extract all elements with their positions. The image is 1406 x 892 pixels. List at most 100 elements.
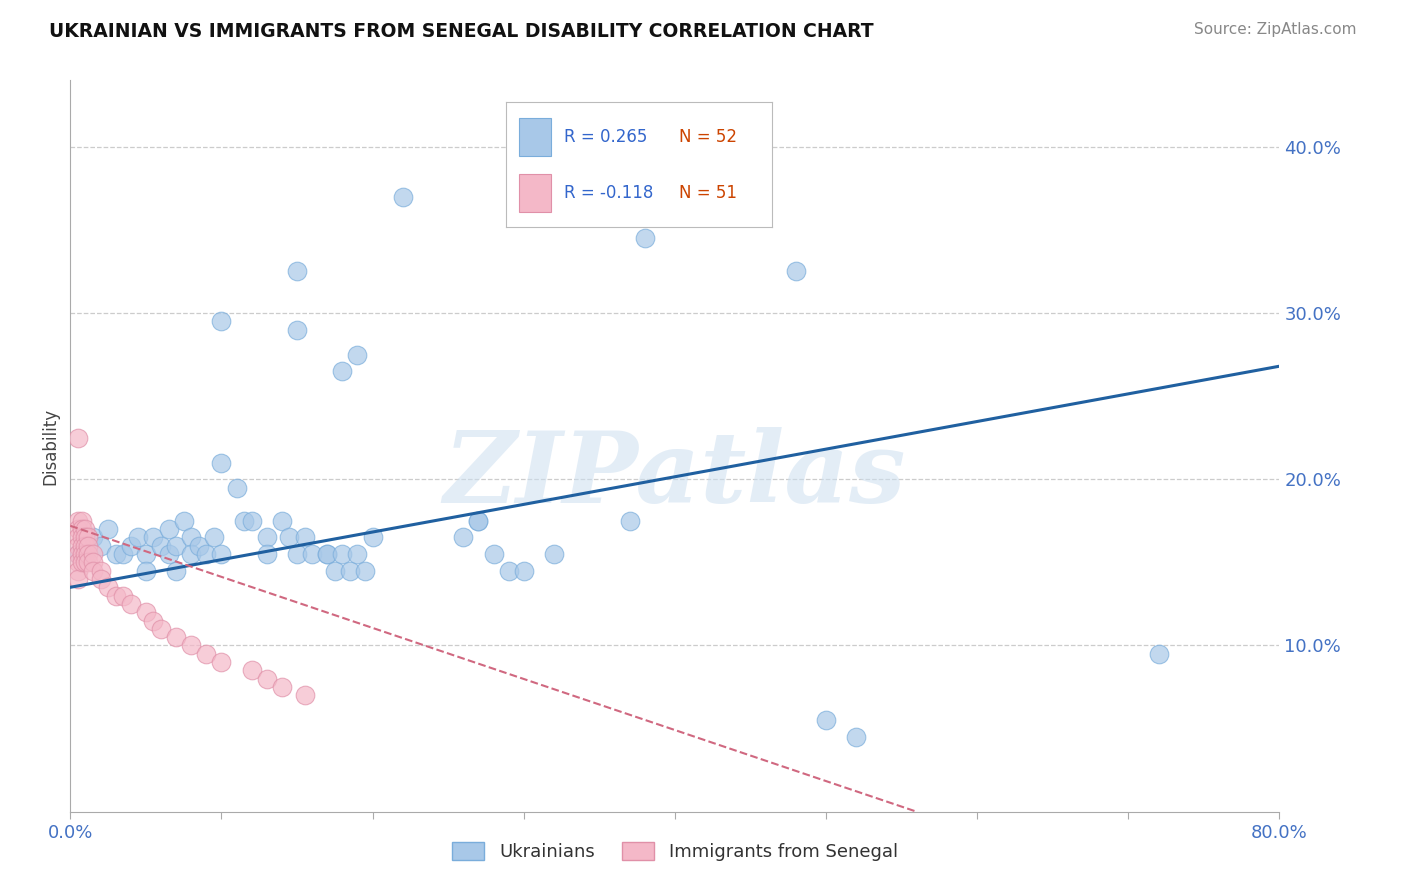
Point bbox=[270, 680, 294, 694]
Point bbox=[482, 547, 505, 561]
Point bbox=[127, 530, 149, 544]
Text: UKRAINIAN VS IMMIGRANTS FROM SENEGAL DISABILITY CORRELATION CHART: UKRAINIAN VS IMMIGRANTS FROM SENEGAL DIS… bbox=[49, 22, 875, 41]
Point bbox=[112, 589, 135, 603]
Point bbox=[332, 364, 354, 378]
Point bbox=[97, 580, 120, 594]
Point bbox=[77, 555, 100, 569]
Point bbox=[256, 530, 278, 544]
Point bbox=[72, 555, 94, 569]
Point bbox=[97, 522, 120, 536]
Point bbox=[180, 639, 202, 653]
Point bbox=[82, 555, 104, 569]
Point bbox=[150, 622, 172, 636]
Point bbox=[66, 572, 89, 586]
Point bbox=[180, 547, 202, 561]
Point bbox=[157, 547, 180, 561]
Point bbox=[354, 564, 377, 578]
Text: ZIPatlas: ZIPatlas bbox=[444, 427, 905, 524]
Point bbox=[72, 514, 94, 528]
Point bbox=[75, 547, 97, 561]
Point bbox=[104, 547, 127, 561]
Point bbox=[240, 664, 263, 678]
Point bbox=[90, 572, 111, 586]
Point bbox=[75, 530, 97, 544]
Point bbox=[233, 514, 256, 528]
Point bbox=[339, 564, 361, 578]
Point bbox=[90, 539, 111, 553]
Point bbox=[66, 547, 89, 561]
Point bbox=[211, 547, 233, 561]
Point bbox=[211, 314, 233, 328]
Point bbox=[202, 530, 225, 544]
Point bbox=[1147, 647, 1170, 661]
Y-axis label: Disability: Disability bbox=[41, 408, 59, 484]
Point bbox=[135, 564, 157, 578]
Point bbox=[285, 264, 308, 278]
Point bbox=[72, 530, 94, 544]
Point bbox=[294, 689, 316, 703]
Point bbox=[543, 547, 565, 561]
Point bbox=[66, 555, 89, 569]
Point bbox=[211, 456, 233, 470]
Point bbox=[256, 547, 278, 561]
Point bbox=[66, 564, 89, 578]
Point bbox=[361, 530, 384, 544]
Point bbox=[845, 730, 868, 744]
Point bbox=[173, 514, 195, 528]
Point bbox=[323, 564, 346, 578]
Point bbox=[66, 539, 89, 553]
Point bbox=[77, 530, 100, 544]
Point bbox=[90, 564, 111, 578]
Legend: Ukrainians, Immigrants from Senegal: Ukrainians, Immigrants from Senegal bbox=[444, 835, 905, 869]
Point bbox=[165, 539, 187, 553]
Point bbox=[142, 614, 165, 628]
Text: Source: ZipAtlas.com: Source: ZipAtlas.com bbox=[1194, 22, 1357, 37]
Point bbox=[120, 597, 142, 611]
Point bbox=[75, 522, 97, 536]
Point bbox=[112, 547, 135, 561]
Point bbox=[72, 522, 94, 536]
Point bbox=[82, 564, 104, 578]
Point bbox=[619, 514, 641, 528]
Point bbox=[66, 547, 89, 561]
Point bbox=[104, 589, 127, 603]
Point bbox=[270, 514, 294, 528]
Point bbox=[66, 530, 89, 544]
Point bbox=[346, 547, 368, 561]
Point bbox=[120, 539, 142, 553]
Point bbox=[195, 547, 218, 561]
Point bbox=[467, 514, 489, 528]
Point bbox=[75, 539, 97, 553]
Point bbox=[301, 547, 323, 561]
Point bbox=[240, 514, 263, 528]
Point bbox=[77, 539, 100, 553]
Point bbox=[785, 264, 807, 278]
Point bbox=[498, 564, 520, 578]
Point bbox=[77, 547, 100, 561]
Point bbox=[66, 522, 89, 536]
Point bbox=[150, 539, 172, 553]
Point bbox=[316, 547, 339, 561]
Point bbox=[75, 555, 97, 569]
Point bbox=[285, 547, 308, 561]
Point bbox=[157, 522, 180, 536]
Point bbox=[72, 539, 94, 553]
Point bbox=[187, 539, 209, 553]
Point bbox=[346, 347, 368, 362]
Point bbox=[165, 630, 187, 644]
Point bbox=[82, 530, 104, 544]
Point bbox=[135, 605, 157, 619]
Point bbox=[294, 530, 316, 544]
Point bbox=[256, 672, 278, 686]
Point bbox=[66, 431, 89, 445]
Point bbox=[180, 530, 202, 544]
Point bbox=[285, 323, 308, 337]
Point bbox=[467, 514, 489, 528]
Point bbox=[278, 530, 301, 544]
Point bbox=[142, 530, 165, 544]
Point bbox=[633, 231, 655, 245]
Point bbox=[225, 481, 247, 495]
Point bbox=[815, 714, 838, 728]
Point bbox=[316, 547, 339, 561]
Point bbox=[332, 547, 354, 561]
